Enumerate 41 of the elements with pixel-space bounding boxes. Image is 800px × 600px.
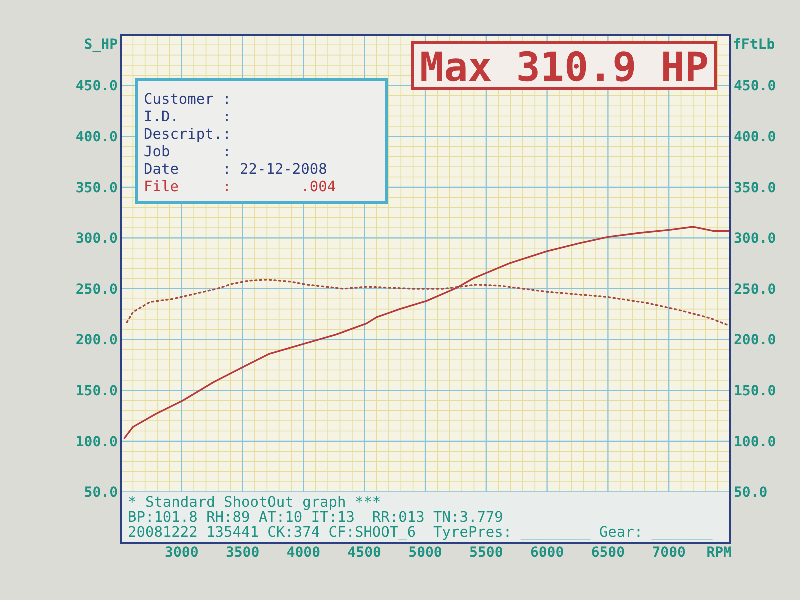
annotation: File : .004 [144, 180, 336, 196]
y-tick-label: 150.0 [76, 384, 118, 400]
y-tick-label: 450.0 [76, 78, 118, 95]
y2-tick-label: 300.0 [734, 231, 776, 248]
annotation: Descript.: [144, 127, 232, 143]
x-tick-label: 7000 [652, 545, 686, 561]
x-tick-label: 3500 [226, 545, 260, 561]
annotation: BP:101.8 RH:89 AT:10 IT:13 RR:013 TN:3.779 [128, 510, 504, 526]
y-axis-title: S_HP [84, 36, 118, 53]
y-tick-label: 200.0 [76, 332, 118, 349]
x-axis-title: RPM [706, 545, 732, 561]
x-tick-label: 6500 [591, 545, 626, 561]
y-tick-label: 300.0 [76, 231, 118, 248]
x-tick-label: 5500 [470, 545, 504, 561]
y-tick-label: 250.0 [76, 282, 118, 298]
annotation: Job : [144, 144, 232, 160]
y2-axis-title: fFtLb [733, 36, 776, 53]
y2-tick-label: 350.0 [734, 180, 776, 196]
line-series [124, 226, 730, 440]
y2-tick-label: 200.0 [734, 332, 776, 349]
x-tick-label: 4500 [348, 545, 382, 561]
x-tick-label: 4000 [286, 545, 321, 561]
y2-tick-label: 150.0 [734, 384, 776, 400]
y2-tick-label: 450.0 [734, 78, 776, 95]
x-tick-label: 3000 [165, 545, 199, 561]
annotation: Customer : [144, 92, 232, 108]
y2-tick-label: 50.0 [734, 485, 768, 502]
y2-tick-label: 400.0 [734, 130, 776, 146]
x-tick-label: 6000 [530, 545, 564, 561]
annotation: * Standard ShootOut graph *** [128, 495, 382, 511]
annotation: Date : 22-12-2008 [144, 162, 328, 178]
y-tick-label: 350.0 [76, 180, 118, 196]
y-tick-label: 100.0 [76, 434, 118, 450]
x-tick-label: 5000 [408, 545, 442, 561]
y-tick-label: 400.0 [76, 130, 118, 146]
annotation: I.D. : [144, 110, 232, 126]
annotation: 20081222 135441 CK:374 CF:SHOOT_6 TyrePres: ________ Gear: _______ [128, 525, 714, 541]
y2-tick-label: 100.0 [734, 434, 776, 450]
line-series [126, 279, 730, 326]
y2-tick-label: 250.0 [734, 282, 776, 298]
y-tick-label: 50.0 [84, 485, 118, 502]
